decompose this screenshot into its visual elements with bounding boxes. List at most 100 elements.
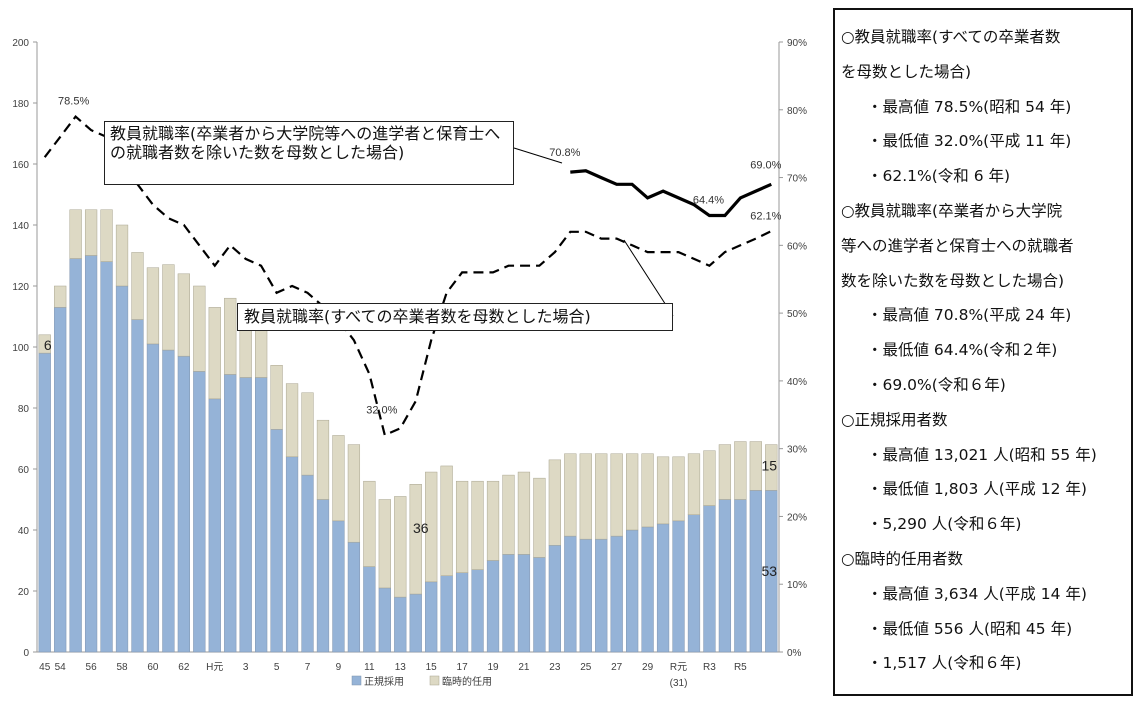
left-tick-label: 100 <box>12 343 29 354</box>
legend-swatch-temporary <box>429 675 440 686</box>
right-tick-label: 90% <box>787 38 807 49</box>
data-label-min-rate: 32.0% <box>366 404 397 416</box>
info-item: ・最低値 64.4%(令和２年) <box>867 341 1058 360</box>
data-label-max-rate: 78.5% <box>58 95 89 107</box>
data-label-rate-r6-solid: 69.0% <box>750 160 781 172</box>
bar-temporary <box>502 474 515 555</box>
bar-temporary <box>193 285 206 372</box>
bar-temporary <box>347 444 361 543</box>
bar-temporary <box>131 252 144 320</box>
left-tick-label: 180 <box>12 99 29 110</box>
right-tick-label: 80% <box>787 106 807 117</box>
bar-regular <box>38 352 51 653</box>
x-tick-label: 60 <box>147 662 159 673</box>
x-tick-label: 25 <box>580 662 592 673</box>
x-tick-label: 17 <box>457 662 469 673</box>
bar-regular <box>471 569 484 653</box>
left-tick-label: 60 <box>18 465 30 476</box>
info-item: ・1,517 人(令和６年) <box>867 654 1022 673</box>
info-heading: 数を除いた数を母数とした場合) <box>841 271 1065 290</box>
bar-temporary <box>734 441 747 500</box>
bar-temporary <box>316 419 330 500</box>
x-tick-label: 21 <box>518 662 530 673</box>
bar-regular <box>208 398 221 653</box>
x-tick-label: 9 <box>336 662 342 673</box>
bar-regular <box>316 499 330 653</box>
bar-regular <box>131 319 144 653</box>
x-tick-label: 54 <box>55 662 67 673</box>
bar-temporary <box>425 471 438 583</box>
bar-regular <box>455 572 469 653</box>
right-tick-label: 10% <box>787 580 807 591</box>
info-item: ・最低値 556 人(昭和 45 年) <box>867 619 1073 638</box>
bar-temporary <box>270 365 283 430</box>
bar-regular <box>347 541 361 653</box>
x-tick-label: 5 <box>274 662 280 673</box>
x-tick-label: 11 <box>364 662 375 673</box>
legend-label-regular: 正規採用 <box>364 675 404 688</box>
bar-regular <box>595 538 608 653</box>
data-label-rate-r2: 64.4% <box>693 194 724 206</box>
left-tick-label: 160 <box>12 160 29 171</box>
right-tick-label: 50% <box>787 309 807 320</box>
bar-regular <box>394 596 407 653</box>
bar-temporary <box>517 471 531 555</box>
bar-temporary <box>146 267 160 345</box>
bar-regular <box>193 371 206 653</box>
legend-swatch-regular <box>351 675 362 686</box>
info-heading: を母数とした場合) <box>841 62 972 81</box>
info-item: ・最低値 32.0%(平成 11 年) <box>867 132 1072 151</box>
bar-temporary <box>332 435 345 522</box>
bar-temporary <box>440 465 453 577</box>
right-tick-label: 40% <box>787 377 807 388</box>
bar-regular <box>749 490 762 653</box>
data-label-temp-min: 6 <box>44 337 52 353</box>
info-heading: ○臨時的任用者数 <box>841 549 964 568</box>
info-item: ・62.1%(令和 6 年) <box>867 167 1011 186</box>
data-label-regular-r6: 53 <box>761 563 777 579</box>
bar-temporary <box>749 441 762 491</box>
bar-temporary <box>38 334 51 354</box>
callout-rate-excluding-grad-school: 教員就職率(卒業者から大学院等への進学者と保育士への就職者数を除いた数を母数とし… <box>104 121 514 185</box>
info-box: ○教員就職率(すべての卒業者数 を母数とした場合) ・最高値 78.5%(昭和 54… <box>833 8 1133 696</box>
x-tick-label: 15 <box>426 662 438 673</box>
x-tick-label: H元 <box>206 662 223 673</box>
bar-temporary <box>394 496 407 598</box>
bar-temporary <box>548 459 561 546</box>
bar-regular <box>224 374 237 653</box>
bar-regular <box>502 554 515 653</box>
callout-leader-1 <box>513 147 563 164</box>
left-tick-label: 20 <box>18 587 30 598</box>
bar-temporary <box>579 453 592 540</box>
right-tick-label: 30% <box>787 445 807 456</box>
left-tick-label: 0 <box>23 648 29 659</box>
bar-regular <box>255 377 268 653</box>
info-item: ・69.0%(令和６年) <box>867 375 1006 394</box>
bar-regular <box>626 529 639 653</box>
data-label-rate-r6-dashed: 62.1% <box>750 211 781 223</box>
bar-regular <box>301 474 314 653</box>
left-tick-label: 120 <box>12 282 29 293</box>
bar-regular <box>162 349 175 653</box>
x-tick-label: R5 <box>734 662 747 673</box>
line-rate-all-graduates <box>43 114 772 437</box>
bar-temporary <box>564 453 577 537</box>
x-tick-label: 56 <box>86 662 98 673</box>
bar-regular <box>177 355 190 653</box>
x-tick-sublabel: (31) <box>670 678 688 689</box>
data-label-rate-h24: 70.8% <box>549 147 580 159</box>
bar-temporary <box>595 453 608 540</box>
bar-regular <box>69 258 82 653</box>
info-item: ・最高値 78.5%(昭和 54 年) <box>867 97 1072 116</box>
bar-temporary <box>656 456 670 525</box>
x-tick-label: 23 <box>549 662 561 673</box>
bar-temporary <box>765 444 778 491</box>
info-item: ・最高値 3,634 人(平成 14 年) <box>867 584 1087 603</box>
data-label-temp-max: 36 <box>413 520 429 536</box>
info-heading: ○教員就職率(卒業者から大学院 <box>841 201 1063 220</box>
bar-regular <box>533 557 546 653</box>
bar-temporary <box>363 480 376 567</box>
bar-temporary <box>54 285 67 308</box>
left-tick-label: 80 <box>18 404 30 415</box>
bar-temporary <box>687 453 701 515</box>
